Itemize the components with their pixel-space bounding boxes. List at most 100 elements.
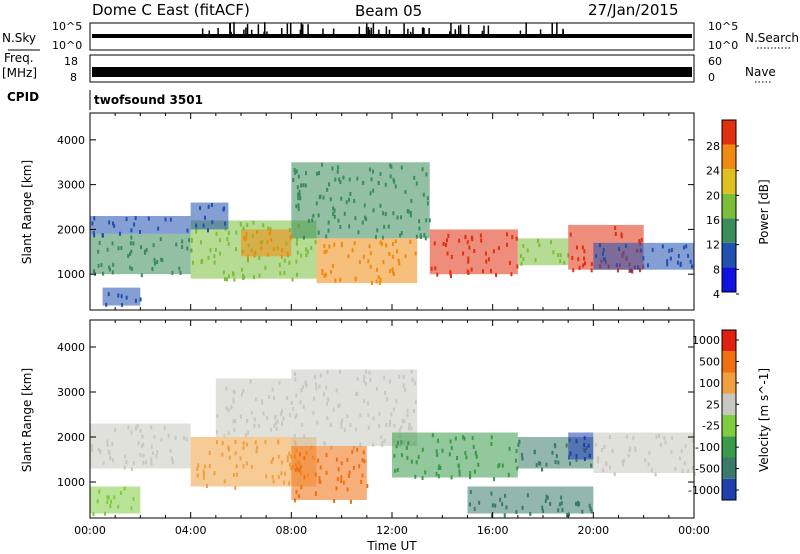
data-cell <box>647 462 650 467</box>
data-cell <box>258 256 261 261</box>
data-cell <box>621 462 624 467</box>
data-cell <box>583 457 586 462</box>
data-cell <box>473 469 476 474</box>
data-cell <box>333 208 336 213</box>
data-cell <box>289 454 292 459</box>
data-cell <box>621 459 624 464</box>
data-cell <box>534 258 537 263</box>
data-cell <box>379 171 382 176</box>
x-tick-label: 00:00 <box>678 524 710 537</box>
freq-tick-bottom: 8 <box>70 71 77 84</box>
data-cell <box>435 471 438 476</box>
x-tick-label: 04:00 <box>175 524 207 537</box>
data-cell <box>526 248 529 253</box>
data-cell <box>140 444 143 449</box>
data-cell <box>298 452 301 457</box>
data-cell <box>516 264 519 269</box>
data-cell <box>129 265 132 270</box>
colorbar-tick-label: 28 <box>706 140 720 153</box>
data-cell <box>346 487 349 492</box>
date-label: 27/Jan/2015 <box>588 1 679 19</box>
data-cell <box>632 435 635 440</box>
power-panel: 4000 3000 2000 1000 28 24 20 16 12 8 4 <box>57 112 739 311</box>
data-cell <box>359 413 362 418</box>
data-cell <box>252 275 255 280</box>
data-cell <box>295 204 298 209</box>
data-cell <box>325 249 328 254</box>
data-cell <box>369 264 372 269</box>
data-cell <box>106 247 109 252</box>
data-cell <box>575 245 578 250</box>
data-cell <box>395 249 398 254</box>
data-cell <box>377 275 380 280</box>
data-cell <box>565 443 568 448</box>
data-cell <box>302 235 305 240</box>
data-cell <box>202 223 205 228</box>
data-cell <box>139 452 142 457</box>
data-cell <box>249 379 252 384</box>
data-cell <box>303 456 306 461</box>
data-cell <box>153 257 156 262</box>
data-cell <box>467 256 470 261</box>
data-cell <box>164 217 167 222</box>
data-cell <box>283 270 286 275</box>
data-cell <box>289 413 292 418</box>
data-cell <box>394 468 397 473</box>
data-cell <box>381 442 384 447</box>
velocity-panel: 4000 3000 2000 1000 00:00 04:00 08:00 12:00 16:0… <box>57 319 739 537</box>
data-cell <box>129 241 132 246</box>
data-cell <box>557 508 560 513</box>
data-cell <box>445 242 448 247</box>
data-cell <box>509 261 512 266</box>
data-cell <box>575 501 578 506</box>
data-cell <box>347 254 350 259</box>
data-cell <box>470 267 473 272</box>
data-cell <box>583 436 586 441</box>
data-cell <box>242 441 245 446</box>
colorbar-segment <box>722 193 736 219</box>
data-cell <box>264 440 267 445</box>
data-cell <box>335 457 338 462</box>
colorbar-segment <box>722 393 736 415</box>
data-cell <box>376 228 379 233</box>
data-cell <box>614 226 617 231</box>
data-cell <box>288 451 291 456</box>
data-cell <box>134 298 137 303</box>
data-cell <box>372 188 375 193</box>
nave-tick-top: 60 <box>708 55 722 68</box>
data-cell <box>336 477 339 482</box>
colorbar-tick-label: 20 <box>706 189 720 202</box>
data-cell <box>450 475 453 480</box>
data-cell <box>272 247 275 252</box>
data-cell <box>426 196 429 201</box>
data-cell <box>111 270 114 275</box>
data-cell <box>595 254 598 259</box>
data-cell <box>363 375 366 380</box>
data-cell <box>394 239 397 244</box>
colorbar-segment <box>722 330 736 352</box>
data-cell <box>378 281 381 286</box>
data-cell <box>493 477 496 482</box>
data-cell <box>348 224 351 229</box>
data-cell <box>293 498 296 503</box>
data-cell <box>174 435 177 440</box>
data-cell <box>356 176 359 181</box>
data-cell <box>559 259 562 264</box>
data-cell <box>598 243 601 248</box>
data-cell <box>256 445 259 450</box>
data-cell <box>266 416 269 421</box>
data-cell <box>396 440 399 445</box>
data-cell <box>394 184 397 189</box>
data-cell <box>397 258 400 263</box>
data-cell <box>325 234 328 239</box>
data-cell <box>286 458 289 463</box>
data-cell <box>359 442 362 447</box>
data-cell <box>461 435 464 440</box>
data-cell <box>349 499 352 504</box>
data-cell <box>246 258 249 263</box>
data-cell <box>123 465 126 470</box>
y-tick-label: 4000 <box>57 134 85 147</box>
data-cell <box>292 177 295 182</box>
data-cell <box>634 446 637 451</box>
colorbar-tick-label: -500 <box>695 463 720 476</box>
